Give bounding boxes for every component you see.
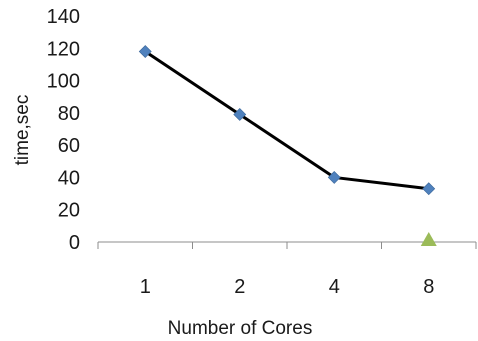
series-line-0 [144,50,429,191]
x-axis-title: Number of Cores [168,318,313,339]
x-tick-label: 4 [329,276,340,298]
y-tick-label: 40 [58,167,80,189]
y-tick-label: 100 [47,71,80,93]
data-point-marker [327,171,341,184]
y-tick-label: 80 [58,103,80,125]
x-axis-ticks: 1 2 4 8 [97,242,477,298]
series-layer [138,45,437,246]
y-axis-title: time,sec [12,95,33,166]
y-tick-label: 140 [47,6,80,28]
data-point-marker [233,108,247,121]
data-point-marker [422,182,436,196]
x-tick-label: 2 [234,276,245,298]
x-tick-label: 1 [140,276,151,298]
data-point-marker [420,232,437,246]
y-axis-ticks: 0 20 40 60 80 100 120 140 [47,6,80,254]
y-tick-label: 20 [58,200,80,222]
data-point-marker [138,45,152,58]
y-tick-label: 0 [69,232,80,254]
y-tick-label: 60 [58,135,80,157]
y-tick-label: 120 [47,38,80,60]
x-tick-label: 8 [423,276,434,298]
